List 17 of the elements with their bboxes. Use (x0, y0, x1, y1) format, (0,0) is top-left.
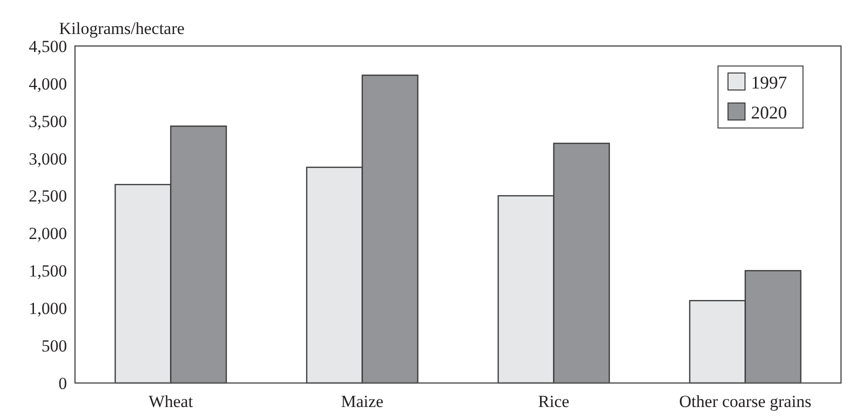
y-tick-label: 2,500 (28, 186, 67, 206)
y-tick-label: 4,500 (28, 36, 67, 56)
y-tick-label: 500 (42, 336, 67, 356)
legend-label: 1997 (751, 72, 787, 92)
y-tick-label: 4,000 (28, 74, 67, 94)
y-tick-label: 0 (58, 374, 67, 393)
x-tick-label: Rice (538, 392, 570, 411)
x-tick-label: Wheat (148, 392, 194, 411)
legend-label: 2020 (751, 102, 787, 122)
y-tick-label: 1,500 (28, 262, 67, 281)
x-tick-label: Maize (341, 392, 384, 411)
y-tick-label: 3,500 (28, 112, 67, 131)
x-tick-label: Other coarse grains (679, 392, 812, 411)
y-tick-label: 3,000 (28, 149, 67, 168)
y-axis-title: Kilograms/hectare (59, 19, 185, 38)
y-tick-label: 1,000 (28, 299, 67, 318)
y-tick-label: 2,000 (28, 224, 67, 244)
